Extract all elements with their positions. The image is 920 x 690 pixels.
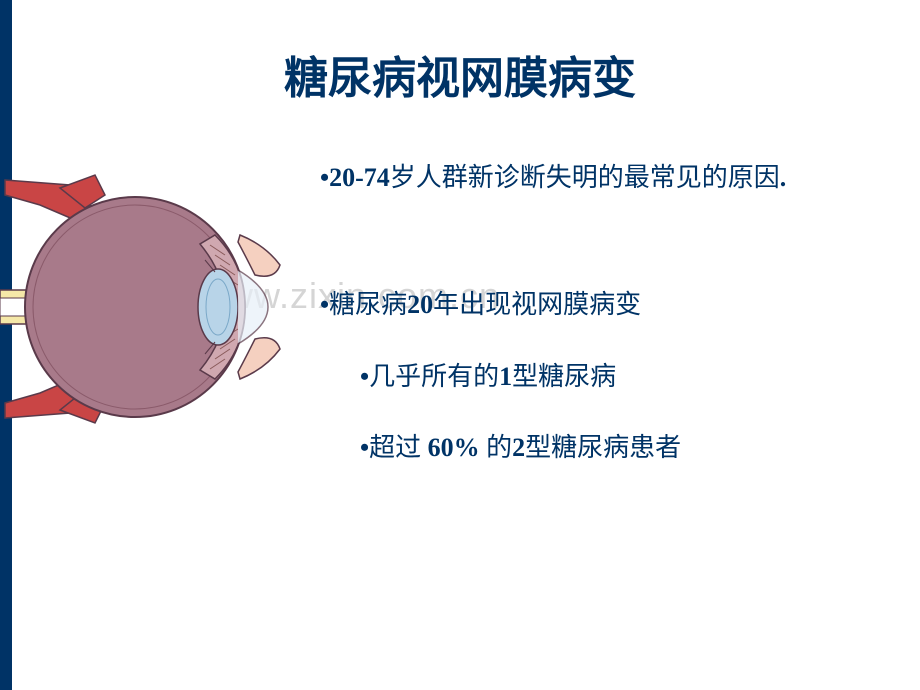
slide-title: 糖尿病视网膜病变 — [0, 42, 920, 106]
bullet-marker: • — [320, 163, 329, 192]
bullet-1-period: . — [780, 163, 787, 192]
sub-bullet-1: •几乎所有的1型糖尿病 — [360, 354, 890, 401]
bullet-point-2: •糖尿病20年出现视网膜病变 — [320, 282, 890, 329]
sub-2-percentage: 60% — [421, 433, 486, 462]
sub-2-text-c: 型糖尿病患者 — [525, 433, 681, 462]
bullet-2-text-a: 糖尿病 — [329, 290, 407, 319]
bullet-2-years: 20 — [407, 290, 433, 319]
bullet-1-text: 岁人群新诊断失明的最常见的原因 — [390, 163, 780, 192]
sub-2-text-b: 的 — [486, 433, 512, 462]
bullet-point-1: •20-74岁人群新诊断失明的最常见的原因. — [320, 155, 890, 202]
bullet-1-age-range: 20-74 — [329, 163, 390, 192]
sub-1-text-b: 型糖尿病 — [512, 362, 616, 391]
bullet-2-text-b: 年出现视网膜病变 — [433, 290, 641, 319]
bullet-marker: • — [360, 362, 369, 391]
sub-2-text-a: 超过 — [369, 433, 421, 462]
sub-1-type-number: 1 — [499, 362, 512, 391]
sub-bullet-2: •超过 60% 的2型糖尿病患者 — [360, 425, 890, 472]
eye-cross-section-diagram — [0, 160, 300, 440]
sub-2-type-number: 2 — [512, 433, 525, 462]
bullet-marker: • — [360, 433, 369, 462]
bullet-marker: • — [320, 290, 329, 319]
content-area: •20-74岁人群新诊断失明的最常见的原因. •糖尿病20年出现视网膜病变 •几… — [320, 155, 890, 497]
sub-1-text-a: 几乎所有的 — [369, 362, 499, 391]
